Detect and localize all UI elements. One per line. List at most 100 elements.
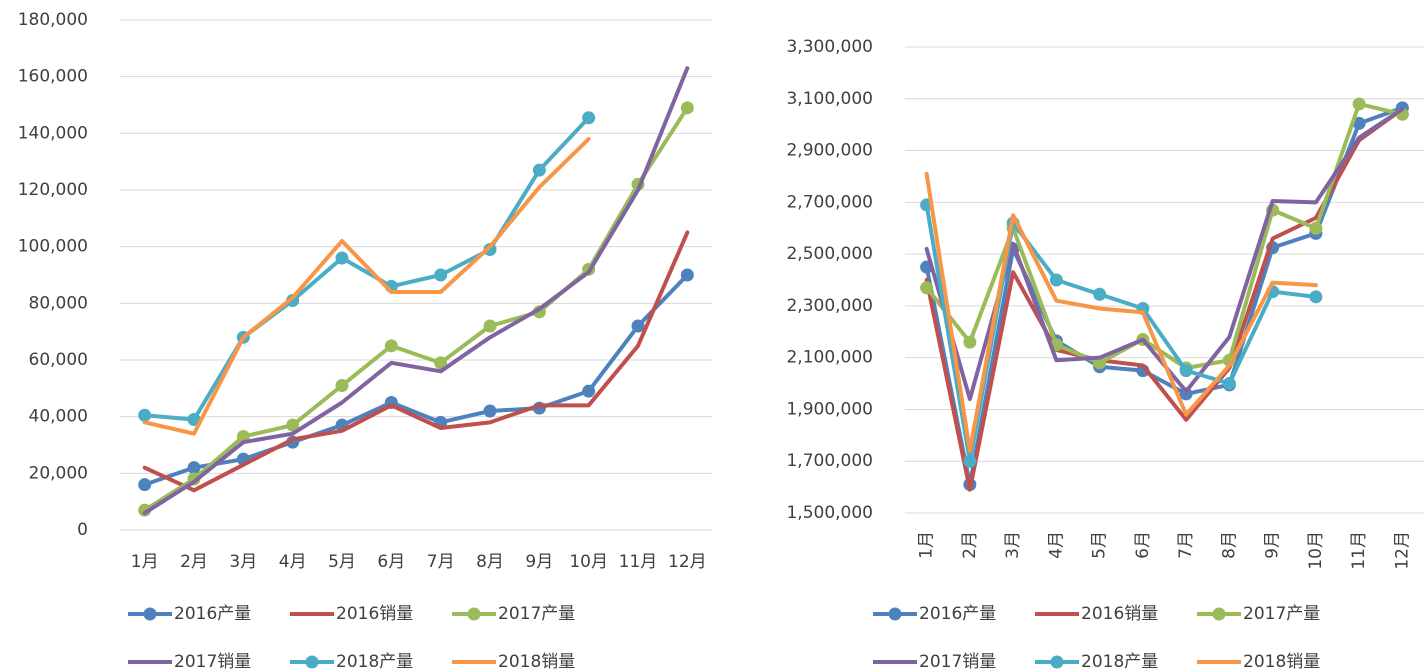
legend-label: 2018产量 [336, 652, 413, 672]
series-marker [1093, 287, 1107, 301]
series-marker [631, 319, 645, 333]
x-tick-label: 12月 [1392, 531, 1412, 570]
series-marker [1352, 116, 1366, 130]
x-tick-label: 8月 [476, 552, 504, 572]
legend-label: 2018销量 [1243, 652, 1320, 672]
y-tick-label: 3,300,000 [786, 37, 873, 57]
y-tick-label: 100,000 [18, 237, 88, 257]
y-tick-label: 120,000 [18, 180, 88, 200]
series-marker [680, 268, 694, 282]
series-line [924, 171, 1318, 453]
series-marker [1309, 221, 1323, 235]
y-tick-label: 60,000 [29, 350, 88, 370]
y-tick-label: 80,000 [29, 293, 88, 313]
series-marker [138, 408, 152, 422]
x-tick-label: 6月 [1133, 531, 1153, 559]
x-tick-label: 6月 [377, 552, 405, 572]
series-marker [335, 251, 349, 265]
series-line [142, 137, 591, 436]
series-marker [1352, 97, 1366, 111]
x-tick-label: 9月 [525, 552, 553, 572]
y-tick-label: 20,000 [29, 463, 88, 483]
series-marker [286, 294, 300, 307]
series-marker [434, 356, 448, 370]
legend-label: 2016产量 [919, 604, 996, 624]
y-tick-label: 160,000 [18, 67, 88, 87]
series-marker [532, 163, 546, 177]
series-marker [335, 379, 349, 392]
series-marker [434, 268, 448, 282]
series-marker [963, 454, 977, 468]
y-tick-label: 1,900,000 [786, 399, 873, 419]
series-marker [384, 339, 398, 353]
y-tick-label: 2,900,000 [786, 141, 873, 161]
legend-marker [143, 607, 157, 621]
x-tick-label: 4月 [279, 552, 307, 572]
x-tick-label: 7月 [427, 552, 455, 572]
x-tick-label: 3月 [1003, 531, 1023, 559]
legend-label: 2017产量 [1243, 604, 1320, 624]
legend-label: 2016销量 [336, 604, 413, 624]
legend-marker [305, 655, 319, 669]
x-tick-label: 11月 [1349, 531, 1369, 570]
series-marker [483, 319, 497, 333]
y-tick-label: 2,100,000 [786, 348, 873, 368]
legend-label: 2018产量 [1081, 652, 1158, 672]
legend-label: 2018销量 [498, 652, 575, 672]
series-marker [187, 461, 201, 475]
y-tick-label: 180,000 [18, 10, 88, 30]
legend-marker [467, 607, 481, 621]
series-line [142, 230, 690, 493]
series-marker [1309, 290, 1323, 304]
series-marker [1179, 387, 1193, 401]
series-marker [1179, 364, 1193, 378]
series-line [142, 105, 690, 513]
series-marker [286, 418, 300, 432]
x-tick-label: 9月 [1263, 531, 1283, 559]
y-tick-label: 2,500,000 [786, 244, 873, 264]
legend-label: 2016销量 [1081, 604, 1158, 624]
legend-marker [888, 607, 902, 621]
series-line [142, 115, 591, 422]
x-tick-label: 10月 [1306, 531, 1326, 570]
legend-marker [1212, 607, 1226, 621]
x-tick-label: 11月 [619, 552, 658, 572]
x-tick-label: 10月 [569, 552, 608, 572]
x-tick-label: 12月 [668, 552, 707, 572]
y-tick-label: 140,000 [18, 123, 88, 143]
series-marker [963, 335, 977, 349]
y-tick-label: 1,700,000 [786, 451, 873, 471]
x-tick-label: 5月 [328, 552, 356, 572]
x-tick-label: 2月 [960, 531, 980, 559]
series-marker [1222, 377, 1236, 391]
y-tick-label: 1,500,000 [786, 503, 873, 523]
x-tick-label: 2月 [180, 552, 208, 572]
y-tick-label: 0 [77, 520, 88, 540]
legend-label: 2017销量 [174, 652, 251, 672]
series-line [924, 105, 1405, 487]
legend-label: 2017产量 [498, 604, 575, 624]
y-tick-label: 2,300,000 [786, 296, 873, 316]
series-marker [187, 413, 201, 426]
x-tick-label: 7月 [1176, 531, 1196, 559]
series-marker [582, 111, 596, 125]
legend-marker [1050, 655, 1064, 669]
x-tick-label: 1月 [917, 531, 937, 559]
series-marker [1049, 273, 1063, 287]
x-tick-label: 5月 [1090, 531, 1110, 559]
x-tick-label: 1月 [131, 552, 159, 572]
x-tick-label: 4月 [1046, 531, 1066, 559]
series-marker [483, 404, 497, 418]
x-tick-label: 3月 [229, 552, 257, 572]
legend-label: 2016产量 [174, 604, 251, 624]
series-line [142, 273, 690, 487]
series-marker [138, 503, 152, 517]
series-marker [680, 101, 694, 115]
y-tick-label: 40,000 [29, 407, 88, 427]
x-tick-label: 8月 [1219, 531, 1239, 559]
legend-label: 2017销量 [919, 652, 996, 672]
series-marker [483, 243, 497, 256]
series-marker [920, 281, 934, 295]
